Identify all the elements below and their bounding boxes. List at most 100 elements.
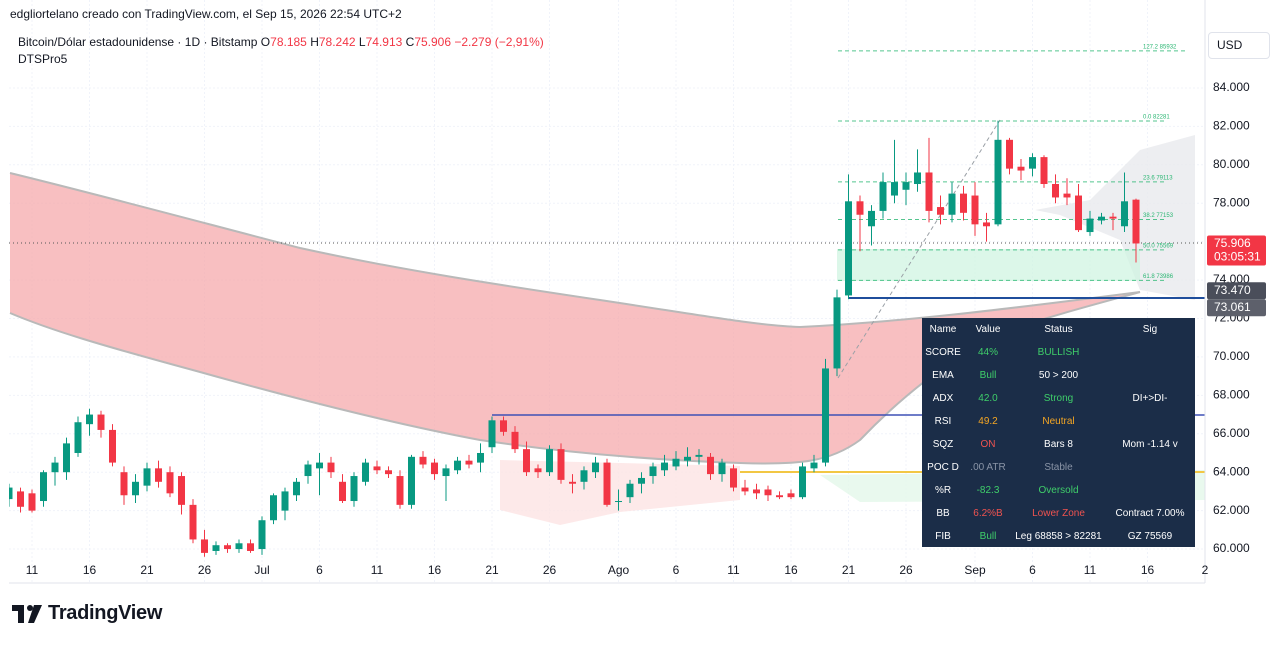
candle-body [327,462,335,473]
x-tick-label: 6 [316,563,323,577]
candle-body [971,195,979,225]
candle-body [672,458,680,467]
table-cell: RSI [934,416,952,427]
x-tick-label: 21 [842,563,856,577]
x-tick-label: 11 [26,563,39,577]
price-label: 73.470 [1214,283,1251,297]
x-tick-label: 26 [543,563,557,577]
y-tick-label: 78.000 [1213,195,1250,209]
table-cell: Contract 7.00% [1115,508,1185,519]
x-tick-label: 26 [899,563,913,577]
candle-body [626,483,634,498]
x-tick-label: 16 [784,563,798,577]
candle-body [212,545,220,551]
candle-body [1063,193,1071,198]
table-cell: Value [975,324,1001,335]
ohlc-key: H [310,35,319,49]
table-row: RSI 49.2 Neutral [922,410,1195,433]
candle-body [868,210,875,227]
fib-label: 0.0 82281 [1143,115,1170,121]
candle-body [224,545,231,550]
candle-body [983,222,990,227]
table-cell: Strong [1043,393,1074,404]
price-label-box [1207,282,1266,300]
candle-body [925,172,933,211]
table-cell: Lower Zone [1032,508,1085,519]
table-row: SQZ ON Bars 8 Mom -1.14 v [922,433,1195,456]
x-tick-label: 11 [371,563,384,577]
table-cell: Oversold [1038,485,1079,496]
candle-body [845,201,852,296]
candle-body [753,489,760,494]
candle-body [799,466,806,498]
candle-body [557,449,565,480]
price-label-box [1207,299,1266,317]
table-cell: .00 ATR [970,462,1006,473]
candle-body [1132,199,1140,244]
y-tick-label: 62.000 [1213,503,1250,517]
candle-body [684,456,691,461]
candle-body [350,476,358,502]
x-tick-label: 16 [428,563,442,577]
indicator-name[interactable]: DTSPro5 [18,52,68,66]
cloud [10,173,1140,464]
fib-label: 38.2 77153 [1143,213,1174,219]
change: −2.279 (−2,91%) [454,35,544,49]
candle-body [810,462,818,469]
x-tick-label: 16 [83,563,97,577]
candle-body [373,466,381,471]
symbol-legend: Bitcoin/Dólar estadounidense · 1D · Bits… [18,35,544,49]
table-row: POC D .00 ATR Stable [922,456,1195,479]
table-cell: Status [1044,324,1073,335]
countdown: 03:05:31 [1214,250,1261,264]
candle-body [730,468,737,488]
y-tick-label: 84.000 [1213,80,1250,94]
candle-body [454,460,461,471]
candle-body [1075,195,1082,231]
x-tick-label: 2 [1202,563,1209,577]
table-cell: %R [934,485,952,496]
table-cell: Bars 8 [1044,439,1073,450]
fib-label: 127.2 85932 [1143,44,1177,50]
candle-body [891,182,898,196]
candle-body [51,462,59,473]
candle-body [63,443,70,473]
ohlc-value: 78.185 [270,35,307,49]
table-row: EMA Bull 50 > 200 [922,364,1195,387]
candle-body [109,429,116,463]
candle-body [649,466,657,477]
logo-icon [12,604,42,623]
candle-body [741,487,749,492]
table-cell: -82.3 [976,485,1000,496]
logo-text: TradingView [48,602,163,624]
candle-body [17,491,24,507]
table-row: ADX 42.0 Strong DI+>DI- [922,387,1195,410]
candle-body [97,414,105,430]
candle-body [9,487,13,500]
candle-body [1006,139,1013,169]
table-row: BB 6.2%B Lower Zone Contract 7.00% [922,502,1195,525]
x-tick-label: 21 [485,563,499,577]
candle-body [994,139,1002,225]
candle-body [523,449,530,473]
candle-body [247,543,254,551]
candle-body [189,504,197,540]
table-cell: Name [929,324,957,335]
candle-body [580,470,588,482]
candle-body [40,472,47,502]
candle-body [155,468,162,482]
x-tick-label: 11 [727,563,740,577]
candles [9,120,1140,557]
candle-body [1040,157,1048,185]
candle-body [477,452,484,463]
x-tick-label: Sep [964,563,986,577]
x-tick-label: Ago [608,563,630,577]
candle-body [1098,216,1105,221]
currency-button[interactable]: USD [1208,32,1270,59]
candle-body [293,481,300,496]
candle-body [1109,216,1117,219]
table-cell: SCORE [925,347,961,358]
price-label: 73.061 [1214,300,1251,314]
candle-body [948,193,956,215]
table-cell: 44% [977,347,998,358]
